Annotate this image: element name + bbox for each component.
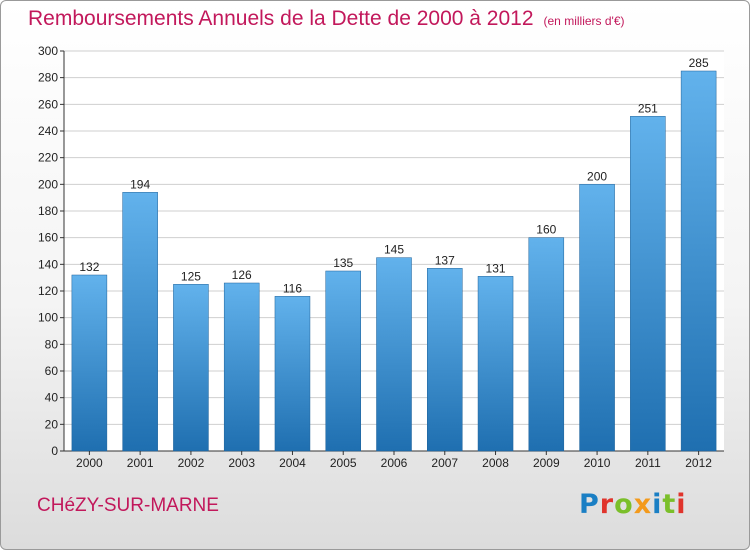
y-tick-label: 100: [38, 311, 58, 325]
y-tick-label: 140: [38, 257, 58, 271]
commune-name: CHéZY-SUR-MARNE: [37, 495, 219, 516]
chart-title: Remboursements Annuels de la Dette de 20…: [28, 7, 625, 31]
y-tick-label: 280: [38, 71, 58, 85]
x-tick-label: 2008: [482, 456, 509, 470]
bar: [680, 70, 717, 452]
data-label: 200: [587, 169, 607, 183]
x-tick-label: 2007: [431, 456, 458, 470]
logo-letter: x: [633, 489, 653, 520]
y-tick-label: 220: [38, 151, 58, 165]
bar: [173, 284, 209, 452]
logo-letter: o: [614, 489, 634, 520]
bar: [376, 257, 412, 452]
data-label: 116: [283, 281, 302, 295]
x-tick-label: 2002: [178, 456, 205, 470]
x-tick-label: 2009: [533, 456, 560, 470]
data-label: 137: [435, 253, 455, 267]
bar: [427, 268, 463, 452]
x-tick-label: 2006: [381, 456, 408, 470]
y-tick-label: 60: [45, 364, 59, 378]
y-tick-label: 240: [38, 124, 58, 138]
y-tick-label: 180: [38, 204, 58, 218]
logo-letter: r: [599, 489, 615, 520]
data-label: 126: [232, 268, 252, 282]
y-tick-label: 300: [38, 44, 58, 58]
logo-letter: i: [676, 489, 687, 520]
data-label: 131: [486, 261, 506, 275]
data-label: 251: [638, 101, 658, 115]
bar: [71, 274, 108, 452]
bar: [122, 192, 158, 452]
bar: [325, 270, 361, 452]
y-tick-label: 80: [45, 337, 59, 351]
bar: [223, 282, 260, 452]
x-tick-label: 2001: [127, 456, 154, 470]
y-tick-label: 200: [38, 177, 58, 191]
x-tick-label: 2003: [228, 456, 255, 470]
x-tick-label: 2004: [279, 456, 306, 470]
y-tick-label: 260: [38, 97, 58, 111]
bar: [274, 296, 311, 452]
y-tick-label: 40: [45, 391, 59, 405]
bar: [579, 184, 615, 452]
x-tick-label: 2012: [685, 456, 712, 470]
proxiti-logo: Proxiti: [579, 489, 687, 520]
y-tick-label: 120: [38, 284, 58, 298]
x-tick-label: 2011: [635, 456, 661, 470]
x-tick-label: 2000: [76, 456, 103, 470]
data-label: 285: [689, 56, 709, 70]
chart-title-text: Remboursements Annuels de la Dette de 20…: [28, 7, 534, 30]
logo-letter: i: [652, 489, 663, 520]
chart-unit: (en milliers d'€): [543, 14, 625, 28]
data-label: 125: [181, 269, 201, 283]
logo-letter: P: [579, 489, 600, 520]
data-label: 132: [79, 260, 99, 274]
bar: [528, 237, 565, 452]
logo-letter: t: [662, 489, 677, 520]
data-label: 194: [130, 177, 150, 191]
x-tick-label: 2010: [584, 456, 611, 470]
y-tick-label: 0: [51, 444, 58, 458]
y-tick-label: 160: [38, 231, 58, 245]
data-label: 160: [536, 223, 556, 237]
data-label: 135: [333, 256, 353, 270]
bar: [630, 116, 666, 452]
data-label: 145: [384, 243, 404, 257]
bar: [477, 276, 514, 452]
x-tick-label: 2005: [330, 456, 357, 470]
y-tick-label: 20: [45, 417, 59, 431]
